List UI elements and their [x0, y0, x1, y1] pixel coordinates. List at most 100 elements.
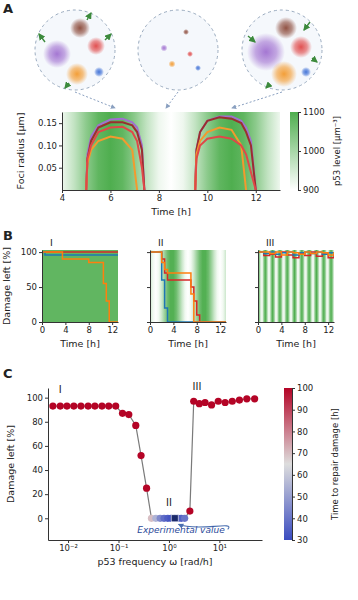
data-point [77, 402, 84, 409]
p53-background [42, 250, 118, 322]
data-point [49, 402, 56, 409]
series-line [150, 252, 226, 322]
tick-mark [45, 446, 48, 447]
series-line [150, 252, 226, 322]
tick-label: 90 [297, 405, 308, 415]
tick-mark [292, 475, 295, 476]
y-axis [147, 251, 151, 323]
tick-mark [59, 145, 62, 146]
data-point [119, 410, 126, 417]
tick: 100 [292, 383, 313, 393]
growth-arrow [87, 13, 91, 20]
colorbar-axis: 900 1000 1100 [298, 107, 325, 195]
tick: 4 [279, 322, 284, 335]
x-axis: 04812 [148, 322, 227, 335]
repair-focus [271, 61, 297, 87]
axis-line [258, 251, 259, 323]
tick: 60 [292, 470, 308, 480]
data-point [251, 395, 258, 402]
axis-line [49, 540, 263, 541]
cell-outline [138, 10, 218, 90]
tick-label: 12 [107, 325, 118, 335]
tick-label: 10¹ [213, 543, 227, 553]
tick: 0 [40, 322, 45, 335]
annotation: III [193, 381, 202, 392]
tick-label: 80 [297, 427, 308, 437]
tick: 8 [303, 322, 308, 335]
tick: 100 [27, 393, 48, 403]
tick-label: 4 [279, 325, 284, 335]
axis-line [151, 322, 227, 323]
series-line [258, 252, 334, 258]
series-line [86, 116, 256, 190]
panel-label: A [3, 1, 13, 16]
tick-mark [45, 470, 48, 471]
tick-label: 0.05 [38, 163, 57, 173]
data-point [171, 515, 178, 522]
tick-label: 0 [38, 514, 43, 524]
tick-label: 0 [148, 325, 153, 335]
tick-mark [59, 123, 62, 124]
subplot-title: II [158, 237, 164, 248]
series-line [42, 252, 118, 322]
tick-mark [45, 398, 48, 399]
tick-label: 100 [27, 393, 43, 403]
tick [147, 252, 150, 253]
axis-line [259, 322, 335, 323]
tick-label: 50 [297, 492, 308, 502]
tick: 900 [298, 185, 319, 195]
x-axis: 04812 [256, 322, 335, 335]
data-point [243, 395, 250, 402]
y-axis [255, 251, 259, 323]
data-point [229, 398, 236, 405]
data-point [137, 452, 144, 459]
repair-focus [43, 40, 71, 68]
tick-label: 8 [303, 325, 308, 335]
tick: 40 [292, 514, 308, 524]
tick [147, 287, 150, 288]
y-axis: 050100 [21, 247, 43, 327]
repair-focus [161, 45, 168, 52]
colorbar-label: Time to repair damage [h] [330, 408, 340, 521]
tick-label: 8 [195, 325, 200, 335]
tick: 8 [157, 190, 162, 203]
tick [255, 322, 258, 323]
growth-arrow [312, 58, 317, 62]
tick-label: 0.15 [38, 118, 57, 128]
annotation: Experimental value [137, 525, 225, 535]
p53-background [150, 250, 226, 322]
x-axis: 04812 [40, 322, 119, 335]
series-line [258, 252, 334, 255]
tick: 0 [256, 322, 261, 335]
repair-focus [70, 18, 90, 38]
tick: 8 [87, 322, 92, 335]
axis-line [43, 322, 119, 323]
series-line [53, 399, 255, 518]
p53-background [258, 250, 334, 322]
tick: 10⁰ [162, 540, 177, 553]
repair-focus [66, 63, 88, 85]
figure-root: 46810120.050.100.15Time [h]Foci radius [… [0, 0, 358, 600]
tick: 0.05 [38, 163, 62, 173]
x-axis-title: Time [h] [150, 206, 191, 217]
tick-mark [292, 431, 295, 432]
data-point [236, 396, 243, 403]
tick: 0 [148, 322, 153, 335]
tick [255, 287, 258, 288]
tick-mark [298, 112, 301, 113]
tick: 20 [32, 489, 48, 499]
colorbar [290, 112, 298, 190]
tick-mark [292, 518, 295, 519]
tick-label: 10⁻¹ [110, 543, 129, 553]
axis-line [48, 389, 49, 541]
tick: 1000 [298, 146, 325, 156]
tick-label: 40 [32, 465, 43, 475]
tick: 50 [26, 282, 42, 292]
data-point [112, 402, 119, 409]
tick-mark [45, 422, 48, 423]
tick-label: 12 [215, 325, 226, 335]
pointer-arrow [166, 92, 178, 108]
tick-label: 1100 [303, 107, 325, 117]
x-axis: 4681012 [60, 190, 281, 203]
tick [255, 252, 258, 253]
